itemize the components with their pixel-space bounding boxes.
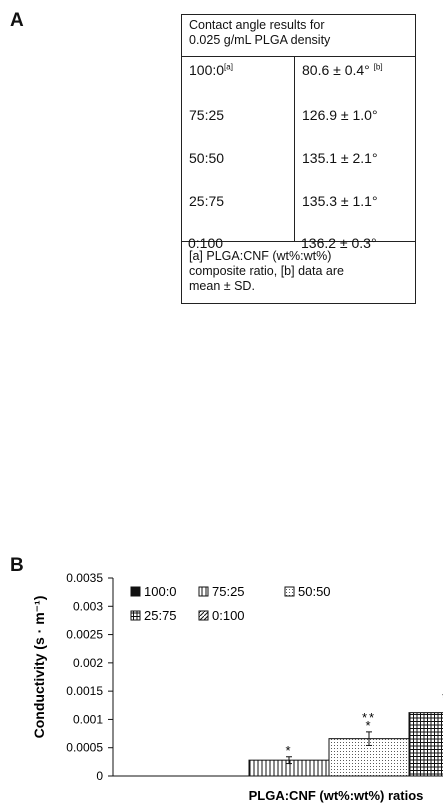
table-ratio-cell: 25:75 — [189, 193, 225, 209]
y-tick-label: 0.003 — [73, 599, 103, 613]
legend-label: 50:50 — [298, 584, 331, 599]
table-footer-divider — [182, 241, 415, 242]
significance-marker: ** — [442, 690, 443, 705]
y-axis-label: Conductivity (s · m⁻¹) — [31, 596, 47, 739]
legend-swatch — [130, 586, 141, 597]
table-angle-cell: 80.6 ± 0.4° [b] — [302, 62, 383, 78]
y-tick-label: 0.0005 — [66, 741, 103, 755]
table-footnote: [a] PLGA:CNF (wt%:wt%) composite ratio, … — [189, 249, 344, 293]
table-angle-cell: 136.2 ± 0.3° — [301, 235, 377, 251]
y-tick-label: 0.001 — [73, 712, 103, 726]
table-ratio-cell: 75:25 — [189, 107, 225, 123]
y-tick-label: 0 — [96, 769, 103, 783]
table-header: Contact angle results for 0.025 g/mL PLG… — [182, 15, 415, 57]
legend-label: 0:100 — [212, 608, 245, 623]
y-tick-label: 0.0025 — [66, 628, 103, 642]
contact-angle-table: Contact angle results for 0.025 g/mL PLG… — [181, 14, 416, 304]
significance-marker: ** — [362, 710, 376, 725]
table-ratio-cell: 50:50 — [189, 150, 225, 166]
bar-group: ****** — [248, 690, 443, 777]
table-title-line2: 0.025 g/mL PLGA density — [189, 33, 331, 47]
panel-a-label: A — [10, 10, 24, 31]
table-title-line1: Contact angle results for — [189, 18, 325, 32]
table-ratio-cell: 0:100 — [188, 235, 224, 251]
table-ratio-cell: 100:0[a] — [189, 62, 233, 78]
legend-swatch — [198, 610, 209, 621]
legend-label: 25:75 — [144, 608, 177, 623]
y-tick-label: 0.002 — [73, 656, 103, 670]
y-tick-label: 0.0015 — [66, 684, 103, 698]
chart-legend: 100:0 75:25 50:50 25:75 0:100 — [130, 584, 331, 623]
legend-swatch — [284, 586, 295, 597]
bar-25-75 — [408, 712, 443, 777]
table-angle-cell: 135.3 ± 1.1° — [302, 193, 378, 209]
y-tick-label: 0.0035 — [66, 571, 103, 585]
table-angle-cell: 135.1 ± 2.1° — [302, 150, 378, 166]
table-column-divider — [294, 57, 295, 241]
x-axis-label: PLGA:CNF (wt%:wt%) ratios — [249, 788, 424, 803]
legend-label: 75:25 — [212, 584, 245, 599]
table-angle-cell: 126.9 ± 1.0° — [302, 107, 378, 123]
significance-marker: * — [365, 718, 372, 733]
legend-swatch — [130, 610, 141, 621]
legend-label: 100:0 — [144, 584, 177, 599]
y-tick-group: 0 0.0005 0.001 0.0015 0.002 0.0025 0.003 0.0035 — [66, 571, 113, 783]
significance-marker: * — [285, 743, 292, 758]
legend-swatch — [198, 586, 209, 597]
panel-b-label: B — [10, 555, 24, 576]
